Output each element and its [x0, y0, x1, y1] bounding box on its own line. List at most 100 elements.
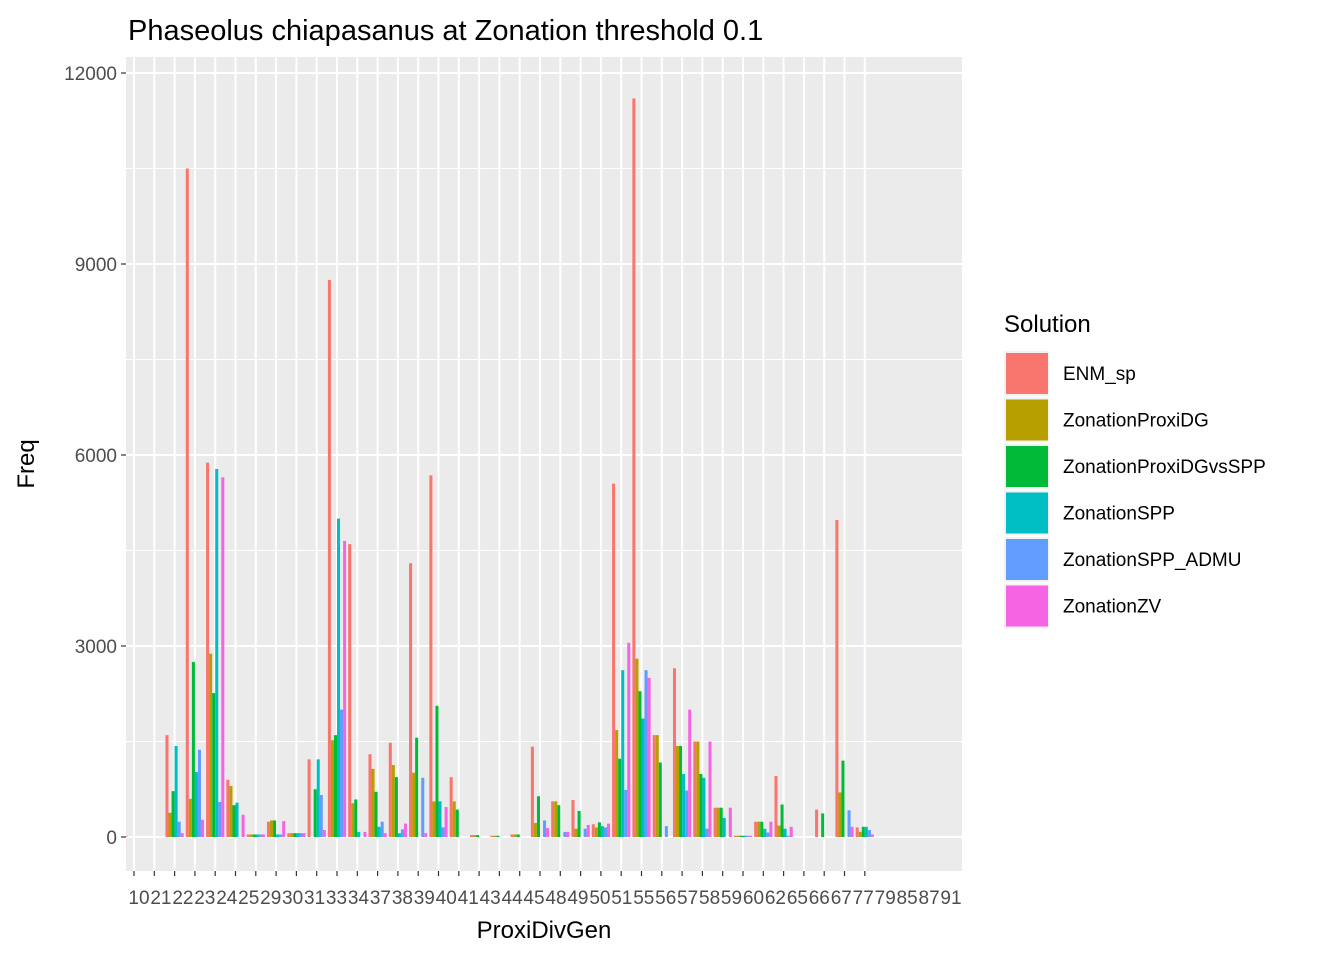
bar: [510, 834, 514, 837]
x-tick-label: 91: [940, 888, 961, 909]
bar: [206, 462, 210, 837]
legend-label: ZonationSPP: [1063, 504, 1175, 525]
bar: [557, 805, 561, 837]
bar: [496, 835, 500, 837]
bar: [716, 807, 720, 837]
bar: [693, 741, 697, 837]
bar: [551, 801, 555, 837]
bar: [180, 833, 184, 837]
bar: [769, 821, 773, 837]
x-tick-label: 37: [370, 888, 391, 909]
bar: [255, 834, 259, 837]
bar: [252, 834, 256, 837]
plot-panel: [126, 57, 962, 871]
bar: [789, 826, 793, 837]
x-tick-label: 40: [436, 888, 457, 909]
x-tick-label: 31: [304, 888, 325, 909]
bar: [197, 749, 201, 837]
bar: [858, 831, 862, 837]
legend-swatch: [1006, 492, 1048, 534]
bar: [441, 827, 445, 837]
bar: [455, 809, 459, 837]
legend-label: ENM_sp: [1063, 364, 1136, 385]
bar: [444, 807, 448, 837]
y-tick-label: 0: [106, 828, 117, 849]
bar: [212, 693, 216, 837]
bar: [229, 786, 233, 837]
y-tick-label: 12000: [64, 64, 117, 85]
bar: [174, 745, 178, 837]
x-tick-label: 65: [787, 888, 808, 909]
bar: [452, 801, 456, 837]
bar: [763, 828, 767, 837]
bar: [249, 834, 253, 837]
bar: [241, 814, 245, 837]
bar: [864, 826, 868, 837]
legend-swatch: [1006, 353, 1048, 394]
bar: [258, 834, 262, 837]
bar: [215, 469, 219, 837]
bar: [600, 826, 604, 837]
bar: [185, 168, 189, 837]
bar: [676, 745, 680, 837]
legend-label: ZonationProxiDGvsSPP: [1063, 457, 1266, 478]
x-tick-label: 56: [655, 888, 676, 909]
legend-label: ZonationProxiDG: [1063, 411, 1209, 432]
bar: [615, 730, 619, 837]
bar: [746, 835, 750, 837]
bar: [815, 809, 819, 837]
x-tick-label: 21: [150, 888, 171, 909]
bar: [574, 828, 578, 837]
bar: [221, 477, 225, 837]
bar: [316, 759, 320, 837]
bar: [766, 832, 770, 837]
bar: [403, 823, 408, 837]
bar: [760, 821, 764, 837]
bar: [749, 835, 753, 837]
bar: [266, 821, 271, 837]
bar: [287, 833, 291, 837]
x-tick-label: 30: [282, 888, 303, 909]
bar: [606, 823, 611, 837]
bar: [188, 798, 192, 837]
bar: [165, 735, 169, 837]
bar: [736, 835, 740, 837]
bar: [388, 742, 392, 837]
bar: [867, 830, 871, 837]
bar: [415, 737, 419, 837]
bar: [246, 834, 250, 837]
bar: [652, 735, 656, 837]
bar: [209, 653, 213, 837]
bar: [279, 834, 283, 837]
bar: [412, 772, 416, 837]
bar: [516, 834, 520, 837]
bar: [296, 833, 300, 837]
bar: [583, 828, 587, 837]
bar: [270, 820, 274, 837]
bar: [400, 829, 404, 837]
bar: [232, 805, 236, 837]
x-tick-label: 87: [919, 888, 940, 909]
bar: [638, 691, 642, 837]
x-tick-label: 23: [194, 888, 215, 909]
bar: [394, 777, 398, 837]
legend-label: ZonationSPP_ADMU: [1063, 550, 1241, 571]
bar: [658, 762, 662, 837]
bar: [191, 661, 195, 837]
bar: [783, 828, 787, 837]
bar: [702, 777, 706, 837]
bar: [380, 821, 384, 837]
bar: [313, 789, 317, 837]
legend-label: ZonationZV: [1063, 597, 1162, 618]
bar: [371, 768, 375, 837]
bar: [733, 835, 737, 837]
x-tick-label: 51: [611, 888, 632, 909]
bar: [597, 822, 601, 837]
x-tick-label: 55: [633, 888, 654, 909]
legend-swatch: [1006, 399, 1048, 441]
bar: [591, 824, 595, 837]
bar: [290, 833, 294, 837]
x-tick-label: 43: [480, 888, 501, 909]
bar: [739, 835, 743, 837]
bar: [719, 807, 723, 837]
